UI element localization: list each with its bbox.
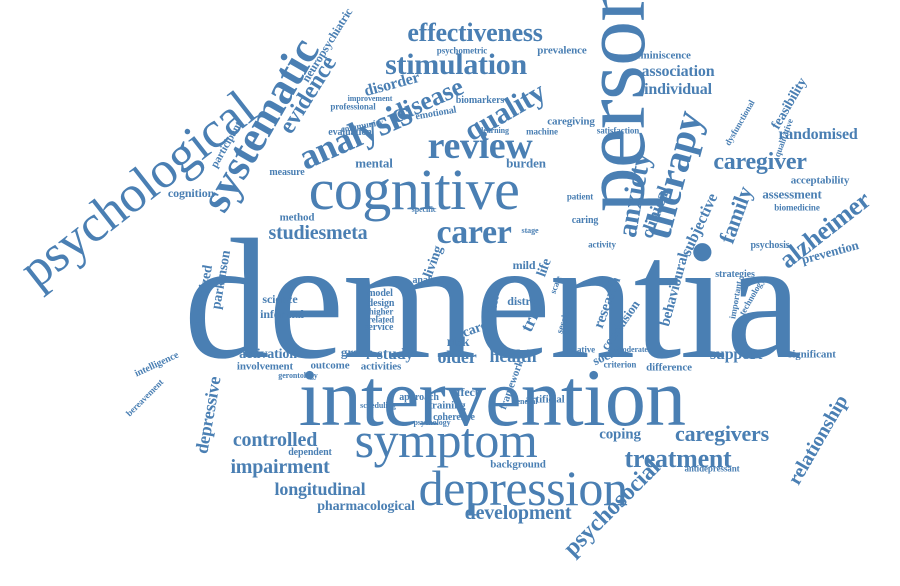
word-caring: caring <box>571 215 599 226</box>
word-method: method <box>279 211 315 224</box>
word-activity: activity <box>588 239 616 250</box>
word-relative: relative <box>566 344 596 355</box>
word-relationship: relationship <box>783 391 853 489</box>
word-prevalence: prevalence <box>537 44 587 57</box>
word-criterion: criterion <box>603 359 637 370</box>
word-stage: stage <box>521 226 539 235</box>
word-effectiveness: effectiveness <box>407 18 543 47</box>
word-randomised: randomised <box>778 126 858 143</box>
word-scheduling: scheduling <box>360 401 396 410</box>
word-specific: specific <box>411 205 437 214</box>
word-antidepressant: antidepressant <box>684 463 740 474</box>
word-intervention: intervention <box>298 352 686 443</box>
word-intelligence: intelligence <box>133 349 181 380</box>
word-machine: machine <box>526 126 558 137</box>
word-related: related <box>367 314 395 325</box>
word-carer: carer <box>436 214 512 251</box>
word-caregivers: caregivers <box>675 421 769 446</box>
word-science: science <box>262 292 298 306</box>
word-association: association <box>641 63 715 80</box>
word-informal: informal <box>260 307 304 321</box>
word-impairment: impairment <box>230 456 330 478</box>
word-dementia: dementia <box>183 205 802 395</box>
word-mild: mild <box>512 258 536 272</box>
word-biomedicine: biomedicine <box>774 202 820 213</box>
word-health: health <box>489 346 537 366</box>
word-risk: risk <box>446 335 470 350</box>
word-individual: individual <box>644 81 712 98</box>
word-study: study <box>376 346 414 363</box>
word-model: model <box>367 288 393 299</box>
word-caregiver: caregiver <box>713 149 807 175</box>
word-involvement: involvement <box>236 360 294 373</box>
word-pharmacological: pharmacological <box>317 499 415 514</box>
word-design: design <box>367 298 395 309</box>
word-analyse: analyse <box>412 275 444 286</box>
word-distr: distr <box>507 294 531 308</box>
word-longitudinal: longitudinal <box>274 479 366 499</box>
word-higher: higher <box>368 306 394 317</box>
word-cognition: cognition <box>167 186 215 200</box>
word-review: review <box>427 125 533 167</box>
word-dysfunctional: dysfunctional <box>722 98 757 148</box>
word-bereavement: bereavement <box>124 377 166 419</box>
word-patient: patient <box>566 191 594 202</box>
word-measure: measure <box>269 167 305 178</box>
word-older: older <box>437 347 477 367</box>
word-group: group <box>340 344 374 360</box>
word-depression: depression <box>418 460 628 516</box>
word-strategies: strategies <box>715 269 755 280</box>
word-dependent: dependent <box>288 447 332 458</box>
word-learning: learning <box>481 126 509 135</box>
word-acceptability: acceptability <box>790 174 850 187</box>
word-activation: activation <box>239 347 297 362</box>
word-stimulation: stimulation <box>385 48 527 81</box>
word-difference: difference <box>646 361 692 374</box>
word-studiesmeta: studiesmeta <box>268 222 368 244</box>
word-gerontology: gerontology <box>278 371 318 380</box>
word-support: support <box>709 346 763 363</box>
word-training: training <box>428 399 466 412</box>
word-controlled: controlled <box>232 429 318 451</box>
word-satisfaction: satisfaction <box>596 125 640 136</box>
word-coping: coping <box>599 426 641 443</box>
word-outcome: outcome <box>310 359 350 372</box>
word-caregiving: caregiving <box>547 115 595 128</box>
word-background: background <box>490 458 546 471</box>
word-development: development <box>464 502 572 524</box>
word-assessment: assessment <box>762 186 822 202</box>
word-significant: significant <box>788 348 836 361</box>
word-psychology: psychology <box>413 418 451 427</box>
word-effect: effect <box>451 385 479 399</box>
word-professional: professional <box>330 101 376 112</box>
word-general: general <box>512 397 538 406</box>
word-biomarkers: biomarkers <box>455 95 505 106</box>
word-psychosis: psychosis <box>750 240 790 251</box>
word-cognitive: cognitive <box>308 157 520 222</box>
word-approach: approach <box>399 392 439 403</box>
word-treatment: treatment <box>624 444 732 473</box>
word-coherence: coherence <box>433 412 475 423</box>
word-mental: mental <box>355 155 393 171</box>
word-psychometric: psychometric <box>436 45 488 56</box>
word-symptom: symptom <box>354 412 538 468</box>
word-artificial: artificial <box>525 393 565 406</box>
word-evaluation: evaluation <box>328 127 372 138</box>
word-service: service <box>364 322 394 333</box>
word-moderate: moderate <box>616 345 648 354</box>
word-activities: activities <box>360 360 402 373</box>
word-reminiscence: reminiscence <box>631 49 691 62</box>
word-burden: burden <box>506 155 546 171</box>
word-improvement: improvement <box>347 94 393 103</box>
